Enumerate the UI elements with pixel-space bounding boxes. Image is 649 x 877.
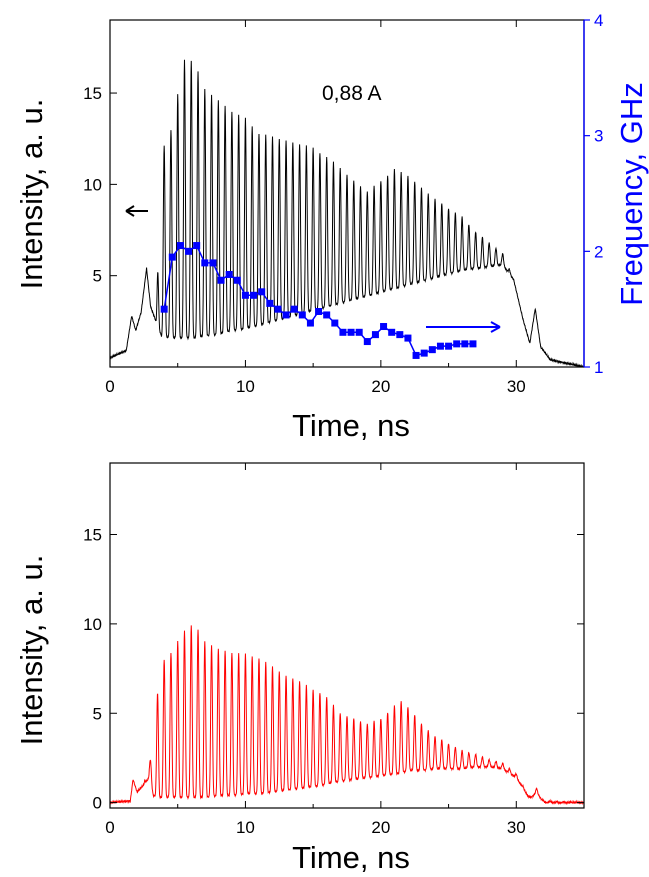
- top-y2-tick-label: 1: [594, 358, 603, 377]
- bottom-y-axis-title: Intensity, a. u.: [14, 555, 49, 746]
- bottom-y-tick-label: 5: [93, 704, 102, 723]
- top-frequency-point: [217, 276, 225, 284]
- top-frequency-point: [404, 334, 412, 342]
- top-y-axis-title: Intensity, a. u.: [14, 99, 49, 290]
- top-frequency-point: [193, 242, 201, 250]
- bottom-y-tick-label: 15: [83, 526, 102, 545]
- top-frequency-point: [298, 311, 306, 319]
- top-frequency-point: [461, 340, 469, 348]
- bottom-chart-panel: 0 10 20 30 0 5 10 15 Time, ns Intensity, a. u.: [14, 462, 585, 875]
- top-frequency-point: [380, 323, 388, 331]
- top-frequency-point: [323, 311, 331, 319]
- top-frequency-point: [469, 340, 477, 348]
- top-frequency-point: [282, 311, 290, 319]
- top-frequency-point: [266, 299, 274, 307]
- top-y2-tick-label: 4: [594, 11, 603, 30]
- bottom-x-tick-label: 20: [371, 818, 390, 837]
- top-x-tick-label: 20: [371, 377, 390, 396]
- top-frequency-point: [176, 242, 184, 250]
- top-y-tick-label: 10: [83, 175, 102, 194]
- top-frequency-point: [160, 305, 168, 313]
- top-x-axis-title: Time, ns: [292, 408, 410, 443]
- top-frequency-point: [233, 276, 241, 284]
- top-frequency-point: [201, 259, 209, 267]
- top-frequency-point: [371, 331, 379, 339]
- top-annotation: 0,88 A: [322, 82, 382, 105]
- top-frequency-point: [250, 291, 258, 299]
- top-frequency-point: [347, 328, 355, 336]
- top-frequency-point: [306, 319, 314, 327]
- top-chart-panel: 0 10 20 30 5 10 15 1 2 3 4 0,88 A Time, ns Inten…: [14, 11, 649, 443]
- top-frequency-point: [420, 349, 428, 357]
- top-y-tick-label: 15: [83, 84, 102, 103]
- top-frequency-point: [258, 288, 266, 296]
- top-frequency-point: [315, 307, 323, 315]
- top-frequency-point: [339, 328, 347, 336]
- top-frequency-point: [331, 319, 339, 327]
- bottom-intensity-series-line: [110, 625, 584, 806]
- top-frequency-point: [453, 340, 461, 348]
- top-frequency-point: [290, 305, 298, 313]
- top-x-tick-label: 30: [507, 377, 526, 396]
- top-x-tick-label: 0: [105, 377, 114, 396]
- top-frequency-point: [445, 342, 453, 350]
- top-y2-tick-label: 2: [594, 242, 603, 261]
- bottom-y-tick-label: 10: [83, 615, 102, 634]
- top-x-tick-label: 10: [236, 377, 255, 396]
- bottom-plot-frame: [109, 462, 585, 809]
- top-y2-axis-title: Frequency, GHz: [614, 82, 649, 305]
- top-frequency-point: [363, 338, 371, 346]
- top-frequency-point: [185, 247, 193, 255]
- bottom-y-tick-label: 0: [93, 794, 102, 813]
- left-axis-arrow: [125, 205, 148, 217]
- top-frequency-point: [388, 328, 396, 336]
- top-y-tick-label: 5: [93, 267, 102, 286]
- top-frequency-point: [355, 328, 363, 336]
- top-frequency-point: [412, 351, 420, 359]
- top-frequency-point: [209, 259, 217, 267]
- right-axis-arrow: [426, 321, 501, 333]
- top-frequency-point: [225, 270, 233, 278]
- top-frequency-point: [428, 346, 436, 354]
- bottom-x-tick-label: 10: [236, 818, 255, 837]
- bottom-x-axis-title: Time, ns: [292, 840, 410, 875]
- top-frequency-point: [274, 305, 282, 313]
- top-frequency-point: [168, 253, 176, 261]
- top-y2-tick-label: 3: [594, 127, 603, 146]
- top-frequency-point: [396, 331, 404, 339]
- bottom-x-tick-label: 30: [507, 818, 526, 837]
- bottom-x-tick-label: 0: [105, 818, 114, 837]
- top-frequency-point: [436, 342, 444, 350]
- top-frequency-point: [241, 291, 249, 299]
- top-intensity-series-line: [110, 59, 584, 367]
